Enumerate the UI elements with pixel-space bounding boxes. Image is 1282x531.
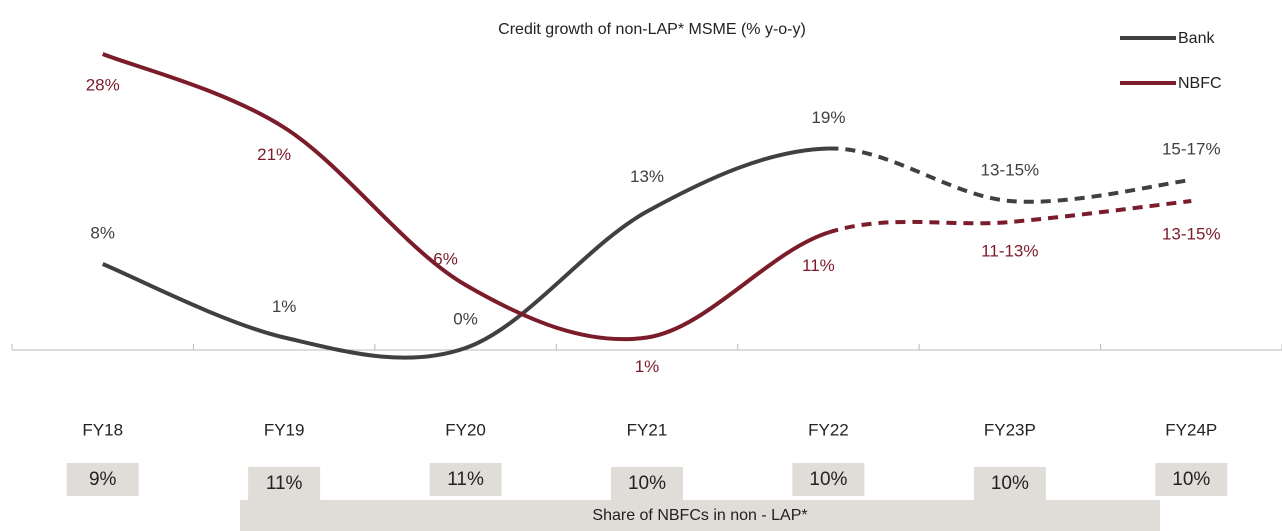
data-label: 0% [453, 309, 478, 328]
series-line [101, 52, 830, 342]
data-label: 13-15% [1162, 224, 1221, 243]
share-value: 10% [628, 473, 666, 494]
data-label: 8% [90, 223, 115, 242]
share-box [248, 467, 321, 500]
x-tick-label: FY21 [627, 420, 668, 439]
series-line [827, 199, 1192, 235]
share-box [66, 463, 139, 496]
legend-label: Bank [1178, 30, 1215, 47]
data-label: 11-13% [981, 241, 1038, 260]
x-tick-label: FY18 [82, 420, 123, 439]
share-value: 11% [447, 469, 484, 490]
share-box [1155, 463, 1228, 496]
share-box [429, 463, 502, 496]
x-tick-label: FY23P [984, 420, 1036, 439]
share-box [792, 463, 865, 496]
share-title: Share of NBFCs in non - LAP* [592, 507, 807, 524]
x-tick-label: FY19 [264, 420, 305, 439]
share-value: 10% [809, 469, 847, 490]
share-value: 11% [266, 473, 303, 494]
data-label: 21% [257, 145, 291, 164]
share-box [611, 467, 683, 500]
data-label: 11% [802, 256, 835, 275]
share-box [973, 467, 1046, 500]
x-tick-label: FY24P [1165, 420, 1217, 439]
share-value: 10% [991, 473, 1029, 494]
legend-label: NBFC [1178, 75, 1222, 92]
data-label: 1% [272, 297, 297, 316]
data-label: 13% [630, 167, 664, 186]
data-label: 19% [811, 108, 845, 127]
data-label: 15-17% [1162, 139, 1221, 158]
share-value: 9% [89, 469, 117, 490]
series-line [828, 146, 1192, 204]
series-line [101, 146, 829, 360]
data-label: 13-15% [981, 160, 1040, 179]
data-label: 28% [86, 75, 120, 94]
x-tick-label: FY22 [808, 420, 849, 439]
data-label: 1% [635, 357, 660, 376]
x-tick-label: FY20 [445, 420, 486, 439]
share-value: 10% [1172, 469, 1210, 490]
chart-title: Credit growth of non-LAP* MSME (% y-o-y) [498, 21, 806, 38]
share-band [240, 500, 1160, 531]
data-label: 6% [433, 249, 458, 268]
